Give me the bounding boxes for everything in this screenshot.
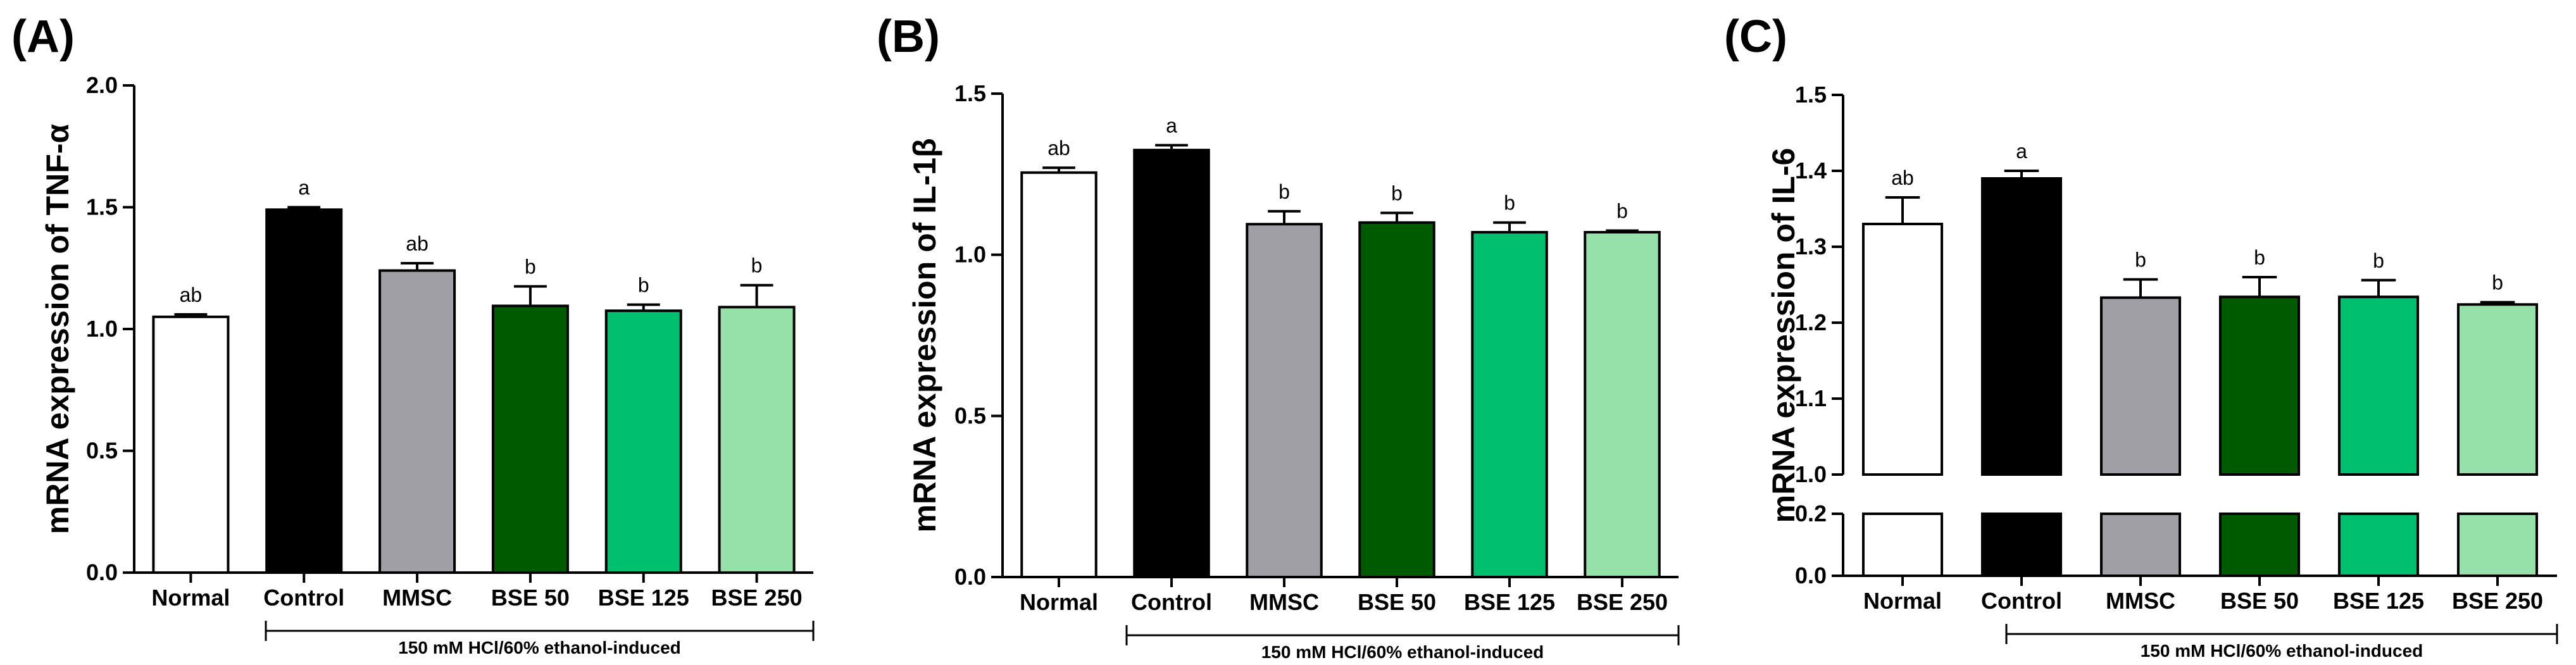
bar-lower-segment xyxy=(2456,513,2539,577)
bar xyxy=(1020,171,1097,578)
significance-label: ab xyxy=(180,283,203,306)
significance-label: b xyxy=(2135,249,2146,271)
x-tick-label: BSE 125 xyxy=(1464,589,1555,615)
x-tick-label: BSE 50 xyxy=(1358,589,1436,615)
x-tick-label: BSE 50 xyxy=(2220,588,2299,614)
group-label: 150 mM HCl/60% ethanol-induced xyxy=(398,638,681,657)
bar xyxy=(1358,221,1435,578)
bar-lower-segment xyxy=(1861,513,1944,577)
significance-label: ab xyxy=(1891,166,1914,189)
significance-label: b xyxy=(1504,192,1515,214)
significance-label: b xyxy=(1391,182,1403,204)
bar xyxy=(152,315,230,574)
axis-break-gap xyxy=(1979,476,2064,513)
axis-break-gap xyxy=(1860,476,1945,513)
y-tick-label: 1.5 xyxy=(954,80,986,106)
significance-label: a xyxy=(298,177,309,199)
bar xyxy=(2218,295,2301,476)
bar-lower-segment xyxy=(2099,513,2182,577)
y-tick-label: 0.5 xyxy=(86,438,118,464)
significance-label: b xyxy=(751,254,763,277)
axis-break-gap xyxy=(2217,476,2302,513)
significance-label: ab xyxy=(406,232,428,255)
significance-label: a xyxy=(1166,114,1177,137)
x-tick-label: Normal xyxy=(151,585,230,611)
bar xyxy=(1246,223,1323,578)
significance-label: b xyxy=(525,256,536,278)
x-tick-label: MMSC xyxy=(382,585,452,611)
y-axis-label: mRNA expression of TNF-α xyxy=(40,124,75,535)
y-tick-label: 1.0 xyxy=(86,316,118,342)
panel-label: (C) xyxy=(1724,11,1787,62)
y-tick-label: 1.0 xyxy=(1795,461,1827,487)
significance-label: b xyxy=(2373,249,2384,272)
bar-lower-segment xyxy=(1980,513,2063,577)
panel-a: (A) mRNA expression of TNF-α 0.0 0.5 1.0 1.5 2… xyxy=(11,11,815,657)
group-label: 150 mM HCl/60% ethanol-induced xyxy=(1261,642,1544,662)
axis-break-gap xyxy=(2336,476,2421,513)
y-tick-label: 1.0 xyxy=(954,242,986,268)
group-label: 150 mM HCl/60% ethanol-induced xyxy=(2141,641,2423,661)
y-tick-label: 1.2 xyxy=(1795,309,1827,335)
x-tick-label: BSE 50 xyxy=(491,585,570,611)
y-tick-label: 1.5 xyxy=(1795,82,1827,108)
x-tick-label: BSE 125 xyxy=(598,585,689,611)
significance-label: b xyxy=(1616,199,1628,222)
y-tick-label: 1.3 xyxy=(1795,233,1827,259)
bar xyxy=(265,208,343,575)
bar xyxy=(2099,296,2182,476)
y-tick-label: 0.0 xyxy=(954,564,986,590)
bar xyxy=(378,269,456,574)
x-tick-label: Control xyxy=(263,585,344,611)
y-tick-label: 0.0 xyxy=(86,559,118,585)
bar xyxy=(604,309,682,574)
significance-label: a xyxy=(2016,140,2027,163)
y-tick-label: 0.2 xyxy=(1795,500,1827,526)
significance-label: b xyxy=(638,274,649,297)
panel-c: (C) mRNA expression of IL-6 0.0 0.2 1.0 1.1 1.… xyxy=(1724,11,2558,661)
x-tick-label: Normal xyxy=(1020,589,1098,615)
x-tick-label: Normal xyxy=(1863,588,1942,614)
bar xyxy=(491,304,569,574)
bar xyxy=(1584,231,1661,579)
x-tick-label: BSE 125 xyxy=(2333,588,2424,614)
x-tick-label: MMSC xyxy=(1249,589,1319,615)
significance-label: ab xyxy=(1047,137,1070,159)
panel-label: (A) xyxy=(11,11,75,62)
significance-label: b xyxy=(1279,180,1290,203)
panel-b: (B) mRNA expression of IL-1β 0.0 0.5 1.0 1.5 a… xyxy=(877,11,1680,662)
bar xyxy=(1471,231,1548,579)
bar xyxy=(1980,177,2063,476)
bar xyxy=(2456,303,2539,476)
bar xyxy=(718,306,796,574)
x-tick-label: BSE 250 xyxy=(1577,589,1668,615)
x-tick-label: BSE 250 xyxy=(711,585,803,611)
y-axis-label: mRNA expression of IL-1β xyxy=(907,138,942,532)
y-axis-label: mRNA expression of IL-6 xyxy=(1766,148,1801,523)
x-tick-label: Control xyxy=(1131,589,1212,615)
bar-lower-segment xyxy=(2337,513,2420,577)
y-tick-label: 1.1 xyxy=(1795,385,1827,411)
bar-lower-segment xyxy=(2218,513,2301,577)
x-tick-label: BSE 250 xyxy=(2452,588,2543,614)
bar xyxy=(2337,295,2420,476)
x-tick-label: Control xyxy=(1981,588,2062,614)
significance-label: b xyxy=(2492,271,2503,294)
y-tick-label: 1.5 xyxy=(86,194,118,220)
y-tick-label: 2.0 xyxy=(86,72,118,98)
y-tick-label: 1.4 xyxy=(1795,158,1827,183)
axis-break-gap xyxy=(2455,476,2540,513)
x-tick-label: MMSC xyxy=(2106,588,2175,614)
bar xyxy=(1861,223,1944,476)
panel-label: (B) xyxy=(877,11,940,62)
bar xyxy=(1133,149,1210,578)
axis-break-gap xyxy=(2098,476,2183,513)
y-tick-label: 0.0 xyxy=(1795,562,1827,588)
significance-label: b xyxy=(2254,246,2265,269)
y-tick-label: 0.5 xyxy=(954,402,986,428)
